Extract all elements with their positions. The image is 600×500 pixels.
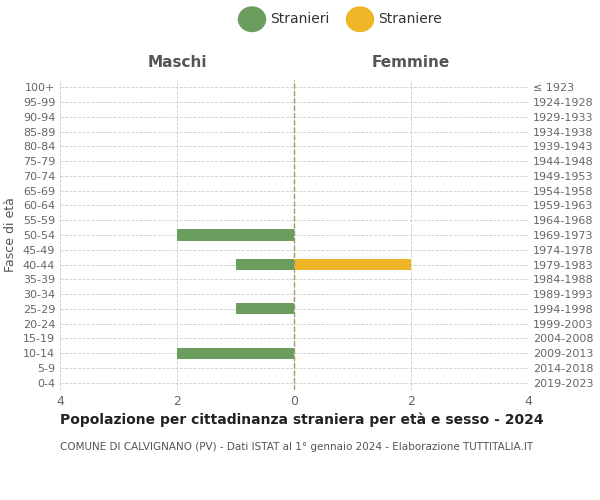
Bar (177, 348, 294, 358)
Bar (294, 259, 411, 270)
Ellipse shape (239, 7, 265, 32)
Bar (235, 259, 294, 270)
Text: Stranieri: Stranieri (270, 12, 329, 26)
Text: Straniere: Straniere (378, 12, 442, 26)
Bar (177, 230, 294, 240)
Text: Femmine: Femmine (372, 54, 450, 70)
Text: Maschi: Maschi (147, 54, 207, 70)
Ellipse shape (347, 7, 373, 32)
Bar (235, 304, 294, 314)
Text: COMUNE DI CALVIGNANO (PV) - Dati ISTAT al 1° gennaio 2024 - Elaborazione TUTTITA: COMUNE DI CALVIGNANO (PV) - Dati ISTAT a… (60, 442, 533, 452)
Text: Popolazione per cittadinanza straniera per età e sesso - 2024: Popolazione per cittadinanza straniera p… (60, 412, 544, 427)
Y-axis label: Fasce di età: Fasce di età (4, 198, 17, 272)
